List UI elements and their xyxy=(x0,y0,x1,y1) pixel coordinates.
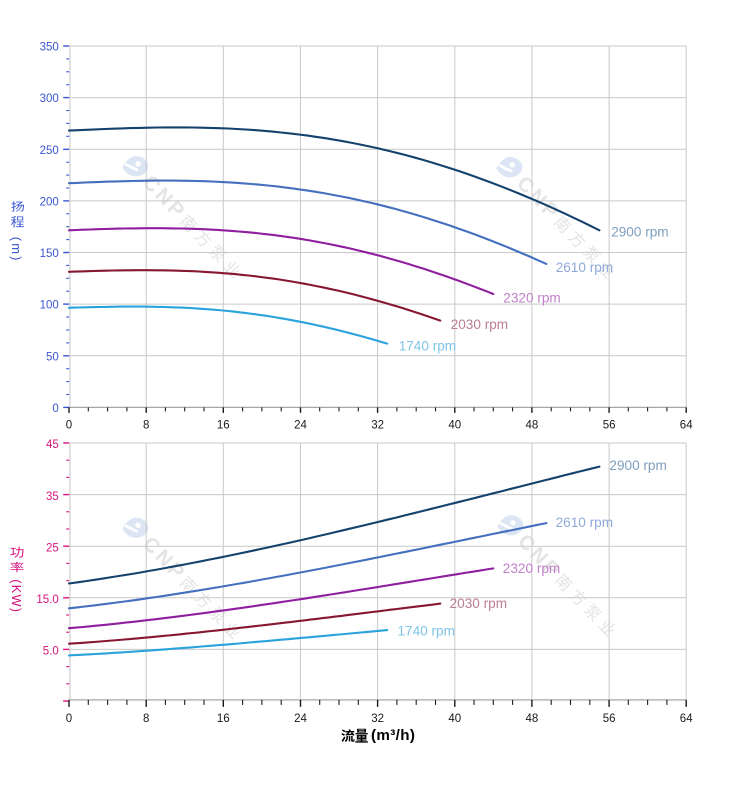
svg-text:64: 64 xyxy=(680,420,693,432)
svg-text:50: 50 xyxy=(46,351,59,363)
svg-text:40: 40 xyxy=(448,420,461,432)
svg-text:2900 rpm: 2900 rpm xyxy=(611,224,668,239)
svg-text:2610 rpm: 2610 rpm xyxy=(556,260,613,275)
svg-text:2320 rpm: 2320 rpm xyxy=(503,561,560,576)
svg-text:24: 24 xyxy=(294,420,307,432)
svg-text:24: 24 xyxy=(294,713,307,725)
svg-text:(m³/h): (m³/h) xyxy=(371,727,415,744)
svg-text:200: 200 xyxy=(40,197,59,209)
svg-text:40: 40 xyxy=(448,713,461,725)
svg-text:5.0: 5.0 xyxy=(43,646,59,658)
svg-text:16: 16 xyxy=(217,420,230,432)
svg-text:150: 150 xyxy=(40,248,59,260)
svg-text:15.0: 15.0 xyxy=(36,594,58,606)
svg-text:2030 rpm: 2030 rpm xyxy=(450,596,507,611)
svg-text:48: 48 xyxy=(526,713,539,725)
svg-text:1740 rpm: 1740 rpm xyxy=(398,623,455,638)
svg-text:2610 rpm: 2610 rpm xyxy=(556,515,613,530)
svg-text:56: 56 xyxy=(603,713,616,725)
svg-text:250: 250 xyxy=(40,145,59,157)
svg-text:16: 16 xyxy=(217,713,230,725)
svg-text:2900 rpm: 2900 rpm xyxy=(609,458,666,473)
svg-text:350: 350 xyxy=(40,42,59,54)
svg-text:32: 32 xyxy=(371,713,384,725)
svg-text:0: 0 xyxy=(66,420,72,432)
svg-text:0: 0 xyxy=(52,403,58,415)
svg-text:(m): (m) xyxy=(9,237,24,263)
svg-text:300: 300 xyxy=(40,93,59,105)
svg-text:48: 48 xyxy=(526,420,539,432)
svg-text:2030 rpm: 2030 rpm xyxy=(451,317,508,332)
svg-text:64: 64 xyxy=(680,713,693,725)
svg-text:8: 8 xyxy=(143,420,149,432)
svg-text:2320 rpm: 2320 rpm xyxy=(503,291,560,306)
svg-text:32: 32 xyxy=(371,420,384,432)
svg-text:0: 0 xyxy=(66,713,72,725)
svg-text:(KW): (KW) xyxy=(9,579,24,613)
svg-text:1740 rpm: 1740 rpm xyxy=(399,338,456,353)
svg-text:25: 25 xyxy=(46,542,59,554)
svg-text:45: 45 xyxy=(46,439,59,451)
svg-text:35: 35 xyxy=(46,491,59,503)
svg-text:100: 100 xyxy=(40,300,59,312)
svg-text:56: 56 xyxy=(603,420,616,432)
svg-text:8: 8 xyxy=(143,713,149,725)
